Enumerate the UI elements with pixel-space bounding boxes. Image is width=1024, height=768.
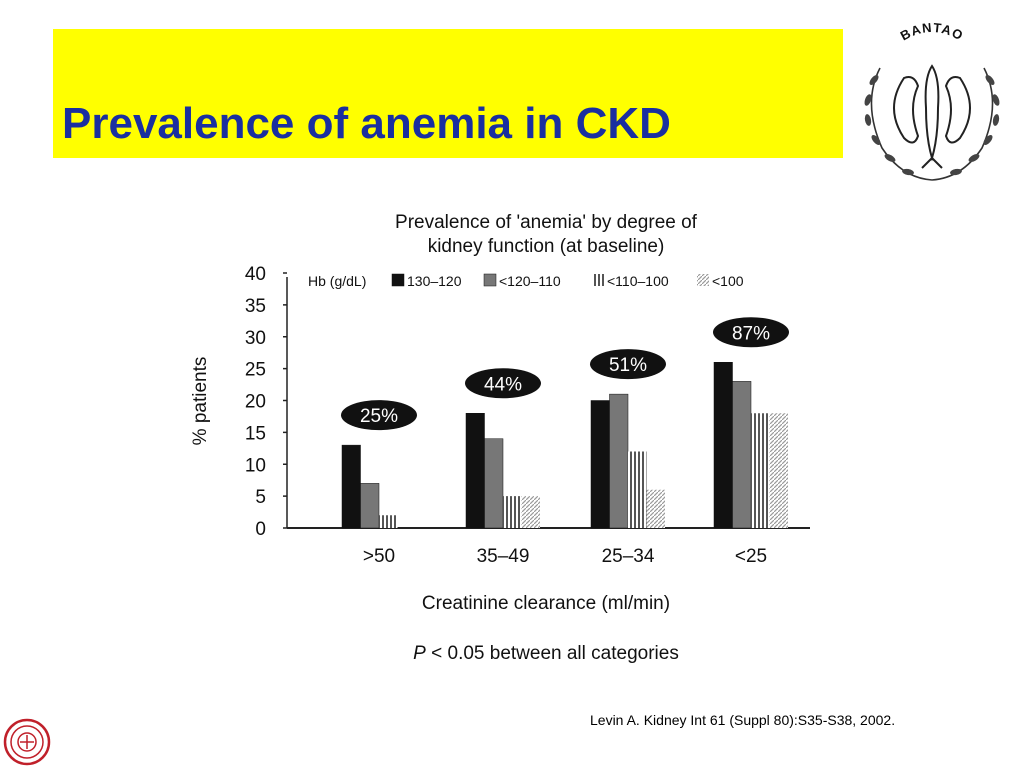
bantao-logo-text: BANTAO: [898, 20, 965, 44]
chart-title-line: Prevalence of 'anemia' by degree of: [395, 212, 698, 233]
legend-swatch-2: [592, 274, 604, 286]
bar-0-0: [341, 444, 361, 529]
callout-bubble: [713, 317, 789, 348]
bar-3-3: [769, 413, 788, 528]
legend-entry-2: <110–100: [607, 273, 669, 289]
callout-label: 44%: [484, 374, 522, 395]
bar-0-2: [590, 400, 610, 529]
y-tick-label: 0: [255, 519, 266, 540]
bar-2-1: [503, 496, 522, 528]
bar-0-3: [713, 362, 733, 529]
y-tick-label: 20: [245, 392, 266, 413]
y-axis-label: % patients: [190, 357, 211, 446]
callout-label: 25%: [360, 406, 398, 427]
title-banner: [53, 29, 843, 158]
legend-entry-0: 130–120: [407, 273, 462, 289]
bar-1-3: [732, 381, 752, 529]
x-axis-label: Creatinine clearance (ml/min): [422, 593, 670, 614]
x-category-label: <25: [735, 546, 767, 567]
bar-2-2: [628, 451, 647, 528]
x-category-label: 35–49: [477, 546, 530, 567]
bar-1-0: [360, 483, 380, 529]
svg-text:BANTAO: BANTAO: [898, 20, 966, 44]
legend-swatch-3: [697, 274, 709, 286]
y-tick-label: 40: [245, 264, 266, 285]
y-tick-label: 35: [245, 296, 266, 317]
chart-title-line: kidney function (at baseline): [428, 236, 665, 257]
bar-1-1: [484, 438, 504, 529]
legend-entry-1: <120–110: [499, 273, 561, 289]
y-tick-label: 5: [255, 487, 266, 508]
slide-title: Prevalence of anemia in CKD: [62, 99, 671, 148]
callout-label: 87%: [732, 323, 770, 344]
bar-2-0: [379, 515, 398, 528]
bar-3-2: [646, 489, 665, 528]
y-tick-label: 15: [245, 423, 266, 444]
legend-entry-3: <100: [712, 273, 744, 289]
legend-swatch-1: [483, 273, 497, 287]
callout-bubble: [341, 400, 417, 431]
chart-footnote: P < 0.05 between all categories: [413, 643, 679, 664]
bantao-logo: BANTAO: [864, 20, 1000, 181]
y-tick-label: 30: [245, 328, 266, 349]
y-tick-label: 10: [245, 455, 266, 476]
bar-3-1: [521, 496, 540, 528]
citation: Levin A. Kidney Int 61 (Suppl 80):S35-S3…: [590, 712, 896, 728]
bar-0-1: [465, 413, 485, 529]
legend-swatch-0: [391, 273, 405, 287]
y-tick-label: 25: [245, 360, 266, 381]
callout-bubble: [465, 368, 541, 399]
callout-label: 51%: [609, 355, 647, 376]
x-category-label: 25–34: [602, 546, 655, 567]
bar-2-3: [751, 413, 770, 528]
legend-title: Hb (g/dL): [308, 273, 366, 289]
society-seal-logo: [3, 718, 51, 766]
x-category-label: >50: [363, 546, 395, 567]
callout-bubble: [590, 349, 666, 380]
anemia-prevalence-chart: Prevalence of 'anemia' by degree of kidne…: [190, 212, 810, 664]
bar-1-2: [609, 393, 629, 529]
